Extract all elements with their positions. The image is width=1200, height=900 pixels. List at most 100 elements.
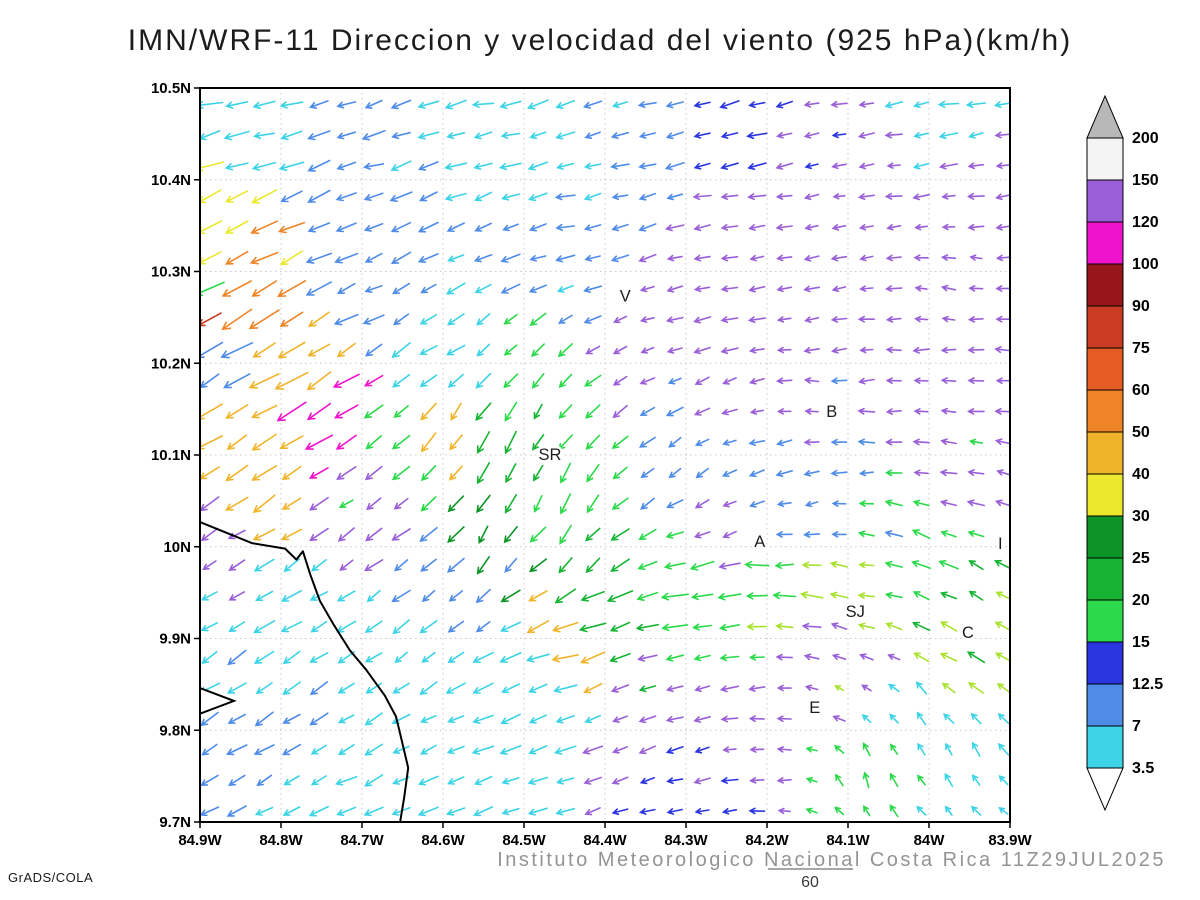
wind-arrow <box>831 162 847 170</box>
wind-arrow <box>364 252 383 263</box>
wind-arrow <box>392 313 410 326</box>
wind-arrow <box>803 531 821 538</box>
x-tick-label: 84.4W <box>583 832 627 849</box>
wind-arrow <box>940 254 957 261</box>
wind-arrow <box>419 744 437 755</box>
wind-arrow <box>393 405 409 418</box>
wind-arrow <box>336 590 356 602</box>
wind-arrow <box>912 591 930 601</box>
wind-arrow <box>200 403 224 420</box>
wind-arrow <box>307 189 331 203</box>
station-label-e: E <box>809 699 820 717</box>
wind-arrow <box>887 653 901 661</box>
wind-arrow <box>916 805 927 816</box>
wind-arrow <box>253 131 275 140</box>
wind-arrow <box>857 132 875 139</box>
wind-arrow <box>419 345 438 355</box>
wind-arrow <box>776 715 792 723</box>
x-tick-label: 84.5W <box>502 832 546 849</box>
wind-arrow <box>830 438 848 446</box>
wind-arrow <box>695 467 710 479</box>
wind-arrow <box>200 312 222 327</box>
wind-arrow <box>419 681 438 696</box>
wind-arrow <box>637 654 658 662</box>
wind-arrow <box>309 591 329 601</box>
wind-arrow <box>283 775 300 786</box>
wind-arrow <box>775 531 793 538</box>
wind-arrow <box>914 285 928 292</box>
wind-arrow <box>831 500 847 507</box>
wind-arrow <box>279 101 304 109</box>
wind-arrow <box>473 775 493 786</box>
wind-arrow <box>720 316 739 324</box>
wind-arrow <box>748 715 765 723</box>
wind-arrow <box>450 402 462 421</box>
wind-arrow <box>584 404 601 419</box>
wind-arrow <box>557 434 573 451</box>
colorbar-label: 100 <box>1132 256 1159 273</box>
wind-arrow <box>638 808 656 815</box>
wind-arrow <box>475 402 492 421</box>
wind-arrow <box>611 776 629 785</box>
wind-arrow <box>693 407 711 416</box>
wind-arrow <box>693 346 711 355</box>
wind-arrow <box>584 131 601 139</box>
wind-arrow <box>968 285 984 292</box>
colorbar-label: 150 <box>1132 172 1159 189</box>
wind-arrow <box>446 313 465 326</box>
wind-arrow <box>528 223 547 232</box>
wind-arrow <box>200 527 219 542</box>
x-tick-label: 84.8W <box>259 832 303 849</box>
wind-arrow <box>471 745 495 755</box>
wind-arrow <box>533 495 543 513</box>
wind-arrow <box>364 712 383 726</box>
wind-arrow <box>363 223 384 232</box>
wind-arrow <box>938 132 959 140</box>
wind-arrow <box>580 591 605 602</box>
wind-arrow <box>857 193 875 200</box>
wind-arrow <box>692 193 712 201</box>
wind-arrow <box>775 193 793 200</box>
wind-arrow <box>586 494 600 514</box>
wind-arrow <box>557 343 574 358</box>
wind-arrow <box>890 743 899 755</box>
wind-arrow <box>748 101 766 108</box>
wind-arrow <box>611 497 629 510</box>
wind-arrow <box>941 682 956 694</box>
wind-arrow <box>475 372 492 389</box>
wind-arrow <box>335 192 357 202</box>
colorbar-band <box>1086 137 1124 181</box>
wind-arrow <box>363 404 384 419</box>
wind-arrow <box>531 343 545 357</box>
wind-arrow <box>504 494 517 514</box>
wind-arrow <box>693 654 711 662</box>
wind-arrow <box>885 316 902 323</box>
wind-arrow <box>551 654 580 663</box>
x-tick-label: 84.2W <box>745 832 789 849</box>
wind-arrow <box>558 404 573 420</box>
wind-arrow <box>446 807 466 816</box>
wind-arrow <box>223 373 251 389</box>
wind-arrow <box>251 465 277 481</box>
wind-arrow <box>911 529 931 540</box>
wind-arrow <box>228 621 246 633</box>
wind-arrow <box>666 777 684 785</box>
wind-arrow <box>337 714 355 724</box>
wind-arrow <box>251 404 278 419</box>
wind-arrow <box>334 404 359 419</box>
wind-arrow <box>251 280 278 297</box>
wind-arrow <box>804 224 819 231</box>
wind-arrow <box>884 499 903 507</box>
wind-arrow <box>391 465 411 481</box>
wind-arrow <box>308 467 329 479</box>
wind-arrow <box>555 223 576 231</box>
wind-arrow <box>255 590 274 601</box>
station-label-a: A <box>754 533 765 551</box>
wind-arrow <box>747 193 767 201</box>
wind-arrow <box>472 651 494 663</box>
colorbar-band <box>1086 263 1124 307</box>
wind-arrow <box>829 561 849 568</box>
reference-vector-label: 60 <box>801 874 819 891</box>
wind-arrow <box>391 131 411 140</box>
wind-arrow <box>361 130 386 141</box>
